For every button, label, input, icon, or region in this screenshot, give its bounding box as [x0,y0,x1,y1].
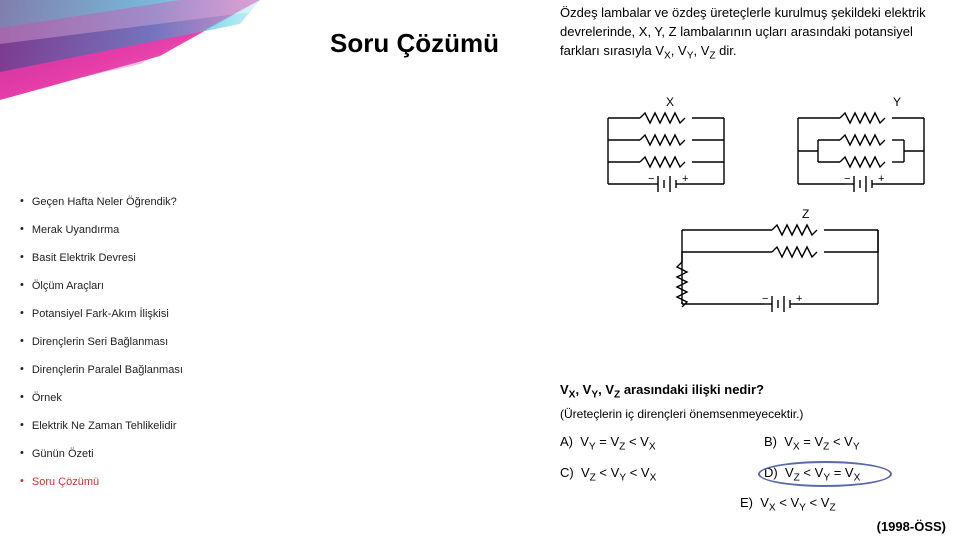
svg-text:+: + [878,173,884,185]
outline-item: Dirençlerin Seri Bağlanması [20,336,300,348]
outline-item: Örnek [20,392,300,404]
outline-item: Merak Uyandırma [20,224,300,236]
circuit-diagrams: X − + Y [588,96,938,328]
outline-item: Potansiyel Fark-Akım İlişkisi [20,308,300,320]
svg-text:Y: Y [893,96,901,109]
question-ask: VX, VY, VZ arasındaki ilişki nedir? (Üre… [560,382,940,421]
svg-text:+: + [682,173,688,185]
page-title: Soru Çözümü [330,28,499,59]
option-e: E) VX < VY < VZ [740,495,916,514]
outline-item: Basit Elektrik Devresi [20,252,300,264]
outline-item: Geçen Hafta Neler Öğrendik? [20,196,300,208]
outline-item-active: Soru Çözümü [20,476,300,488]
option-c: C) VZ < VY < VX [560,465,736,484]
outline-item: Dirençlerin Paralel Bağlanması [20,364,300,376]
svg-text:−: − [844,173,850,185]
option-b: B) VX = VZ < VY [764,434,940,453]
decorative-banner [0,0,260,120]
svg-text:X: X [666,96,674,109]
svg-text:−: − [648,173,654,185]
question-text: Özdeş lambalar ve özdeş üreteçlerle kuru… [560,4,940,72]
outline-item: Ölçüm Araçları [20,280,300,292]
source-label: (1998-ÖSS) [877,519,946,534]
outline-list: Geçen Hafta Neler Öğrendik? Merak Uyandı… [20,196,300,504]
answer-options: A) VY = VZ < VX B) VX = VZ < VY C) VZ < … [560,434,950,514]
outline-item: Elektrik Ne Zaman Tehlikelidir [20,420,300,432]
svg-text:Z: Z [802,207,809,221]
svg-text:−: − [762,293,768,305]
outline-item: Günün Özeti [20,448,300,460]
svg-text:+: + [796,293,802,305]
option-a: A) VY = VZ < VX [560,434,736,453]
option-d: D) VZ < VY = VX [764,465,940,484]
